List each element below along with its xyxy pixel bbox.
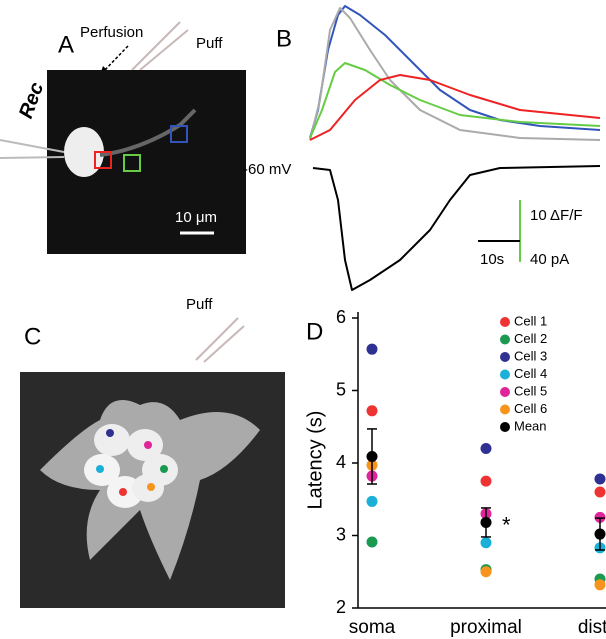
panel-label: D <box>306 318 323 345</box>
x-tick-label: proximal <box>450 617 522 638</box>
legend-label: Cell 2 <box>514 331 547 346</box>
rec-label: Rec <box>15 80 48 122</box>
pipette <box>203 325 245 363</box>
point <box>366 536 378 548</box>
cell-marker <box>96 465 104 473</box>
scale-label: 10s <box>480 251 504 268</box>
point <box>480 443 492 454</box>
roi <box>94 151 112 169</box>
point <box>366 495 378 507</box>
legend-label: Cell 4 <box>514 366 547 381</box>
point <box>480 566 492 578</box>
pipette <box>131 21 181 71</box>
cell-marker <box>160 465 168 473</box>
point <box>480 475 492 487</box>
pipette <box>139 29 189 71</box>
holding-label: -60 mV <box>243 161 291 178</box>
roi <box>123 154 141 172</box>
trace <box>309 7 601 141</box>
perfusion-arrow <box>102 45 129 73</box>
y-tick-label: 5 <box>336 379 346 399</box>
y-tick-label: 4 <box>336 452 346 472</box>
cell <box>94 424 130 456</box>
pipette <box>0 139 65 153</box>
trace <box>309 5 601 139</box>
point <box>594 486 606 498</box>
legend-marker <box>500 352 510 362</box>
roi <box>170 125 188 143</box>
cell-marker <box>144 441 152 449</box>
pipette <box>195 317 239 361</box>
point <box>366 450 378 462</box>
pipette <box>0 156 65 159</box>
point <box>594 579 606 591</box>
legend-marker <box>500 334 510 345</box>
point <box>594 528 606 540</box>
legend-label: Mean <box>514 418 547 433</box>
trace <box>312 165 601 291</box>
y-tick-label: 3 <box>336 524 346 544</box>
cell-marker <box>106 429 114 437</box>
puff-label: Puff <box>196 35 223 52</box>
trace <box>309 74 601 141</box>
panel-label: C <box>24 323 41 350</box>
legend-marker <box>500 404 510 415</box>
point <box>480 537 492 549</box>
legend-label: Cell 6 <box>514 401 547 416</box>
legend-marker <box>500 387 510 397</box>
legend-marker <box>500 369 510 380</box>
scale-label: 40 pA <box>530 251 569 268</box>
scale-bar-label: 10 μm <box>175 209 217 226</box>
x-tick-label: soma <box>349 617 396 638</box>
trace <box>309 62 601 139</box>
cell-marker <box>147 483 155 491</box>
x-tick-label: distal <box>578 617 606 638</box>
point <box>366 343 378 355</box>
point <box>480 516 492 528</box>
y-tick-label: 2 <box>336 597 346 617</box>
annotation: * <box>502 512 511 537</box>
y-tick-label: 6 <box>336 307 346 327</box>
puff-label: Puff <box>186 296 213 313</box>
scale-label: 10 ΔF/F <box>530 207 583 224</box>
panel-label: A <box>58 31 74 58</box>
y-axis-label: Latency (s) <box>304 411 326 510</box>
legend-label: Cell 5 <box>514 383 547 398</box>
legend-label: Cell 1 <box>514 313 547 328</box>
point <box>366 405 378 417</box>
legend-marker <box>500 422 510 432</box>
legend-label: Cell 3 <box>514 348 547 363</box>
perfusion-label: Perfusion <box>80 24 143 41</box>
panel-label: B <box>276 25 292 52</box>
cell-marker <box>119 488 127 496</box>
legend-marker <box>500 317 510 327</box>
point <box>594 473 606 485</box>
